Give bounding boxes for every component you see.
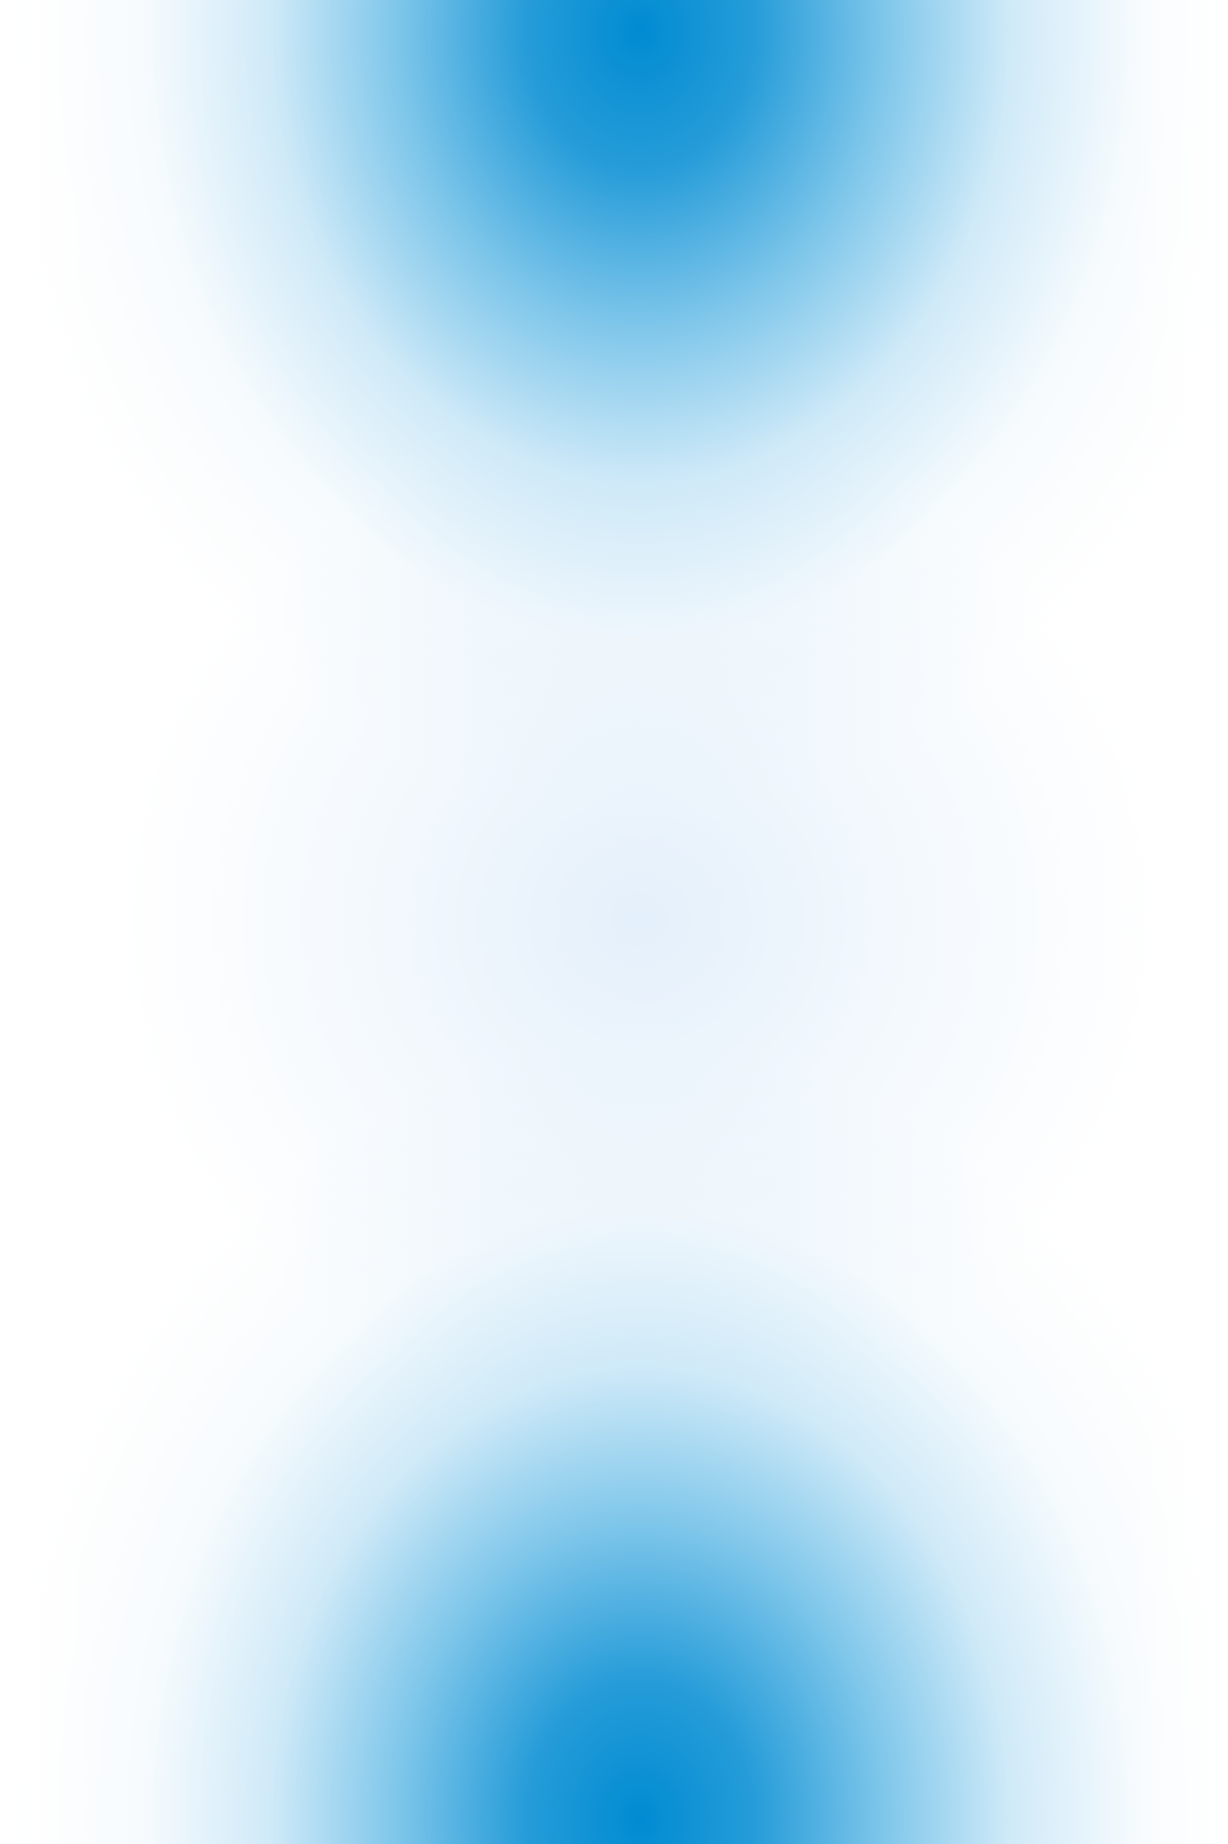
center-haze (0, 0, 1228, 1844)
top-blue-glow (0, 0, 1228, 1844)
bottom-blue-glow (0, 0, 1228, 1844)
gradient-background (0, 0, 1228, 1844)
side-edge-fade (0, 0, 1228, 1844)
